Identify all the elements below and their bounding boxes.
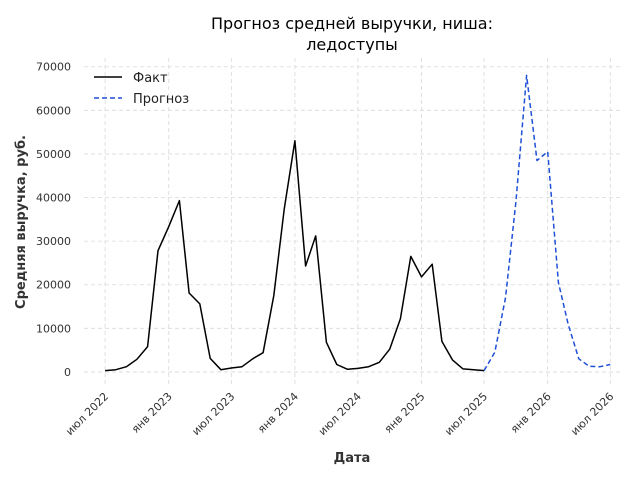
legend-label-forecast: Прогноз	[133, 92, 189, 107]
x-tick-label: июл 2026	[568, 390, 616, 438]
legend: Факт Прогноз	[94, 71, 189, 107]
grid	[84, 58, 621, 385]
x-tick-label: янв 2026	[508, 390, 554, 436]
x-tick-label: июл 2023	[189, 390, 237, 438]
y-tick-label: 70000	[36, 61, 71, 74]
series-layer	[105, 74, 611, 372]
legend-label-fact: Факт	[133, 71, 168, 86]
y-tick-label: 40000	[36, 192, 71, 205]
y-tick-label: 30000	[36, 235, 71, 248]
x-axis-label: Дата	[334, 451, 371, 466]
x-axis-ticks: июл 2022 янв 2023 июл 2023 янв 2024 июл 2024…	[63, 390, 616, 438]
y-tick-label: 60000	[36, 104, 71, 117]
chart-title-line-1: Прогноз средней выручки, ниша:	[211, 14, 493, 33]
y-tick-label: 0	[64, 366, 71, 379]
x-tick-label: июл 2024	[316, 390, 364, 438]
x-tick-label: июл 2022	[63, 390, 111, 438]
x-tick-label: янв 2025	[382, 390, 428, 436]
x-tick-label: янв 2023	[129, 390, 175, 436]
series-line-forecast	[483, 74, 611, 371]
x-tick-label: июл 2025	[442, 390, 490, 438]
y-axis-ticks: 0 10000 20000 30000 40000 50000 60000 70000	[36, 61, 71, 379]
series-line-fact	[105, 140, 485, 372]
y-tick-label: 50000	[36, 148, 71, 161]
chart-title-line-2: ледоступы	[306, 35, 398, 54]
y-axis-label: Средняя выручка, руб.	[14, 135, 29, 309]
y-tick-label: 20000	[36, 279, 71, 292]
y-tick-label: 10000	[36, 322, 71, 335]
x-tick-label: янв 2024	[255, 390, 301, 436]
